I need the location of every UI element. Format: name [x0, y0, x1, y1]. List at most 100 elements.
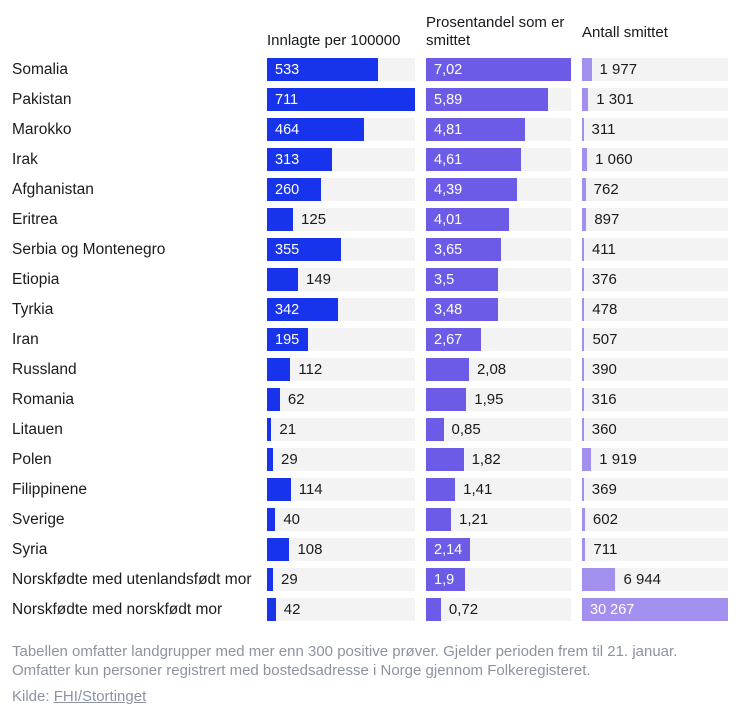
bar-antall [582, 298, 585, 321]
bar-value: 376 [591, 271, 617, 288]
row-label: Norskfødte med norskfødt mor [12, 600, 223, 618]
bar-prosent: 5,89 [426, 88, 548, 111]
bar-track-prosent: 3,65 [426, 238, 571, 261]
bar-track-prosent: 2,67 [426, 328, 571, 351]
table-row: Tyrkia 342 3,48 478 [12, 298, 736, 321]
bar-track-innlagte: 195 [267, 328, 415, 351]
table-row: Serbia og Montenegro 355 3,65 411 [12, 238, 736, 261]
source-link[interactable]: FHI/Stortinget [53, 688, 147, 705]
row-label: Marokko [12, 120, 72, 138]
bar-value: 507 [592, 331, 618, 348]
bar-antall [582, 328, 585, 351]
bar-value: 4,61 [434, 151, 463, 168]
bar-innlagte [267, 478, 291, 501]
bar-track-innlagte: 29 [267, 448, 415, 471]
bar-track-antall: 507 [582, 328, 728, 351]
row-label: Sverige [12, 510, 65, 528]
bar-innlagte [267, 598, 276, 621]
bar-innlagte [267, 448, 274, 471]
bar-antall [582, 448, 592, 471]
bar-value: 369 [591, 481, 617, 498]
row-label: Serbia og Montenegro [12, 240, 166, 258]
bar-track-antall: 316 [582, 388, 728, 411]
bar-innlagte [267, 418, 272, 441]
bar-value: 149 [306, 271, 332, 288]
bar-track-antall: 1 919 [582, 448, 728, 471]
bar-track-innlagte: 42 [267, 598, 415, 621]
bar-track-prosent: 1,41 [426, 478, 571, 501]
row-label: Afghanistan [12, 180, 94, 198]
bar-value: 62 [287, 391, 305, 408]
bar-antall [582, 178, 586, 201]
bar-prosent [426, 418, 444, 441]
table-row: Eritrea 125 4,01 897 [12, 208, 736, 231]
bar-track-prosent: 0,85 [426, 418, 571, 441]
bar-prosent: 1,9 [426, 568, 466, 591]
bar-antall [582, 388, 584, 411]
bar-innlagte [267, 268, 298, 291]
bar-innlagte [267, 388, 280, 411]
bar-value: 1 977 [599, 61, 638, 78]
bar-value: 112 [298, 361, 323, 378]
rows: Somalia 533 7,02 1 977 Pakistan 711 5,89 1 301 M… [12, 58, 736, 621]
table-row: Norskfødte med norskfødt mor 42 0,72 30 267 [12, 598, 736, 621]
bar-track-antall: 376 [582, 268, 728, 291]
bar-track-innlagte: 533 [267, 58, 415, 81]
bar-prosent: 4,61 [426, 148, 522, 171]
bar-value: 311 [591, 121, 616, 138]
bar-track-prosent: 5,89 [426, 88, 571, 111]
table-row: Romania 62 1,95 316 [12, 388, 736, 411]
bar-innlagte: 533 [267, 58, 378, 81]
table-row: Litauen 21 0,85 360 [12, 418, 736, 441]
bar-track-prosent: 4,61 [426, 148, 571, 171]
bar-value: 108 [297, 541, 323, 558]
bar-track-innlagte: 711 [267, 88, 415, 111]
row-label: Norskfødte med utenlandsfødt mor [12, 570, 252, 588]
row-label: Somalia [12, 60, 68, 78]
bar-value: 1,82 [471, 451, 501, 468]
bar-value: 6 944 [623, 571, 662, 588]
bar-value: 7,02 [434, 61, 463, 78]
bar-innlagte [267, 508, 276, 531]
bar-prosent: 3,5 [426, 268, 499, 291]
bar-track-innlagte: 313 [267, 148, 415, 171]
bar-value: 4,81 [434, 121, 463, 138]
bar-value: 30 267 [590, 601, 635, 618]
bar-prosent [426, 448, 464, 471]
table-row: Somalia 533 7,02 1 977 [12, 58, 736, 81]
bar-innlagte: 464 [267, 118, 364, 141]
bar-value: 3,65 [434, 241, 463, 258]
bar-track-antall: 1 977 [582, 58, 728, 81]
row-label: Iran [12, 330, 39, 348]
bar-track-innlagte: 114 [267, 478, 415, 501]
bar-prosent [426, 478, 456, 501]
bar-innlagte: 195 [267, 328, 308, 351]
bar-value: 4,39 [434, 181, 463, 198]
footer: Tabellen omfatter landgrupper med mer en… [12, 642, 718, 705]
column-headers: Innlagte per 100000 Prosentandel som er … [12, 10, 736, 50]
bar-track-innlagte: 355 [267, 238, 415, 261]
bar-innlagte [267, 358, 291, 381]
bar-track-antall: 762 [582, 178, 728, 201]
bar-track-antall: 711 [582, 538, 728, 561]
bar-innlagte: 260 [267, 178, 322, 201]
bar-value: 114 [298, 481, 323, 498]
source-line: Kilde: FHI/Stortinget [12, 688, 718, 705]
bar-track-antall: 411 [582, 238, 728, 261]
bar-innlagte: 342 [267, 298, 339, 321]
row-label: Romania [12, 390, 75, 408]
bar-prosent [426, 508, 451, 531]
bar-track-antall: 897 [582, 208, 728, 231]
bar-value: 5,89 [434, 91, 463, 108]
bar-antall [582, 538, 586, 561]
table-row: Irak 313 4,61 1 060 [12, 148, 736, 171]
row-label: Pakistan [12, 90, 72, 108]
bar-track-innlagte: 464 [267, 118, 415, 141]
bar-value: 464 [275, 121, 300, 138]
bar-value: 1,9 [434, 571, 455, 588]
bar-prosent [426, 598, 441, 621]
bar-value: 313 [275, 151, 300, 168]
bar-track-antall: 6 944 [582, 568, 728, 591]
table-row: Polen 29 1,82 1 919 [12, 448, 736, 471]
bar-value: 0,72 [448, 601, 479, 618]
